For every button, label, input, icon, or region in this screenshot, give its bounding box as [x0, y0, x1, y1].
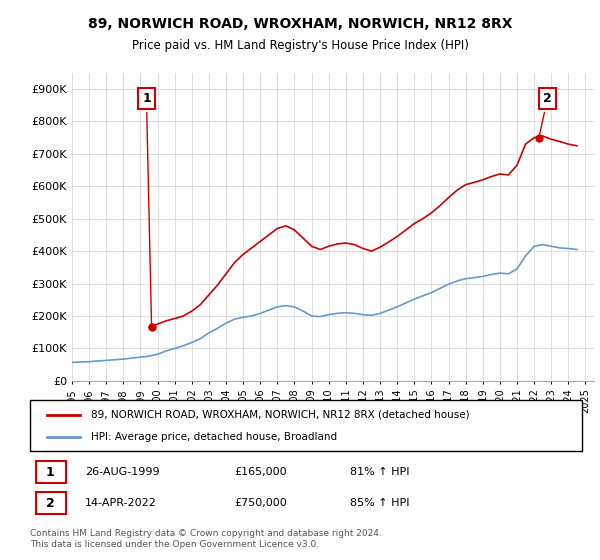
Text: 1: 1 [142, 92, 152, 325]
Text: 81% ↑ HPI: 81% ↑ HPI [350, 467, 410, 477]
Text: 26-AUG-1999: 26-AUG-1999 [85, 467, 160, 477]
Text: 14-APR-2022: 14-APR-2022 [85, 498, 157, 508]
Text: 89, NORWICH ROAD, WROXHAM, NORWICH, NR12 8RX (detached house): 89, NORWICH ROAD, WROXHAM, NORWICH, NR12… [91, 409, 469, 419]
FancyBboxPatch shape [35, 461, 66, 483]
Text: Price paid vs. HM Land Registry's House Price Index (HPI): Price paid vs. HM Land Registry's House … [131, 39, 469, 52]
FancyBboxPatch shape [35, 492, 66, 514]
Text: £750,000: £750,000 [234, 498, 287, 508]
Text: 2: 2 [46, 497, 55, 510]
Text: £165,000: £165,000 [234, 467, 287, 477]
Text: 2: 2 [539, 92, 552, 135]
Text: HPI: Average price, detached house, Broadland: HPI: Average price, detached house, Broa… [91, 432, 337, 442]
Text: 1: 1 [46, 466, 55, 479]
Text: Contains HM Land Registry data © Crown copyright and database right 2024.
This d: Contains HM Land Registry data © Crown c… [30, 529, 382, 549]
Text: 85% ↑ HPI: 85% ↑ HPI [350, 498, 410, 508]
FancyBboxPatch shape [30, 400, 582, 451]
Text: 89, NORWICH ROAD, WROXHAM, NORWICH, NR12 8RX: 89, NORWICH ROAD, WROXHAM, NORWICH, NR12… [88, 17, 512, 31]
